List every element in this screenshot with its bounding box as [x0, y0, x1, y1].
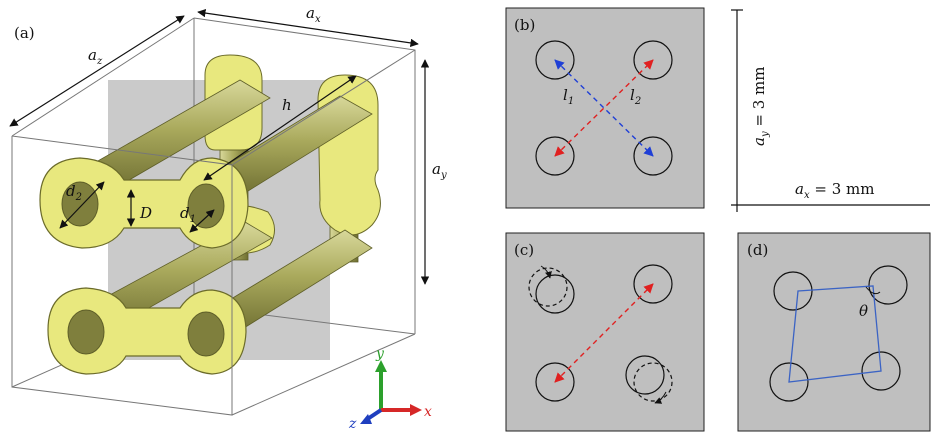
front-ring-bottom [47, 287, 247, 375]
rotation-arrow-top [540, 265, 552, 279]
ax-arrow [197, 8, 419, 48]
axis-y-label: y [375, 346, 385, 362]
label-ax: ax [306, 4, 321, 25]
theta-arc [865, 286, 881, 295]
label-d1: d1 [180, 204, 196, 225]
scale-bar: ay = 3 mm ax = 3 mm [731, 9, 930, 212]
panel-b-tag: (b) [514, 16, 535, 34]
axis-x-label: x [424, 404, 432, 420]
rotation-arrow-bottom [654, 391, 667, 404]
panel-a: (a) [9, 4, 447, 432]
l2-arrow [554, 59, 654, 157]
panel-d-circles [769, 265, 908, 402]
dimension-arrows [9, 8, 430, 285]
label-l2: l2 [630, 86, 641, 107]
label-ay: ay [432, 160, 447, 181]
az-arrow [9, 15, 185, 127]
d1-arrow [189, 209, 215, 233]
panel-c-tag: (c) [514, 241, 534, 259]
label-theta: θ [859, 302, 868, 320]
label-az: az [88, 46, 103, 67]
scale-ay-label: ay = 3 mm [750, 67, 771, 146]
axis-z-label: z [348, 416, 357, 432]
label-l1: l1 [563, 86, 574, 107]
panel-d-tag: (d) [747, 241, 768, 259]
scale-ax-label: ax = 3 mm [795, 180, 874, 201]
label-D: D [139, 204, 152, 222]
d2-arrow [59, 181, 105, 229]
quad-outline [788, 285, 882, 383]
axes-triad: y x z [348, 346, 432, 432]
panel-b: (b) l1 l2 [505, 7, 705, 209]
panel-a-tag: (a) [14, 24, 35, 42]
h-arrow [203, 75, 357, 181]
label-h: h [282, 96, 292, 114]
panel-c: (c) [505, 232, 705, 432]
panel-d: (d) θ [737, 232, 931, 432]
label-d2: d2 [66, 182, 82, 203]
